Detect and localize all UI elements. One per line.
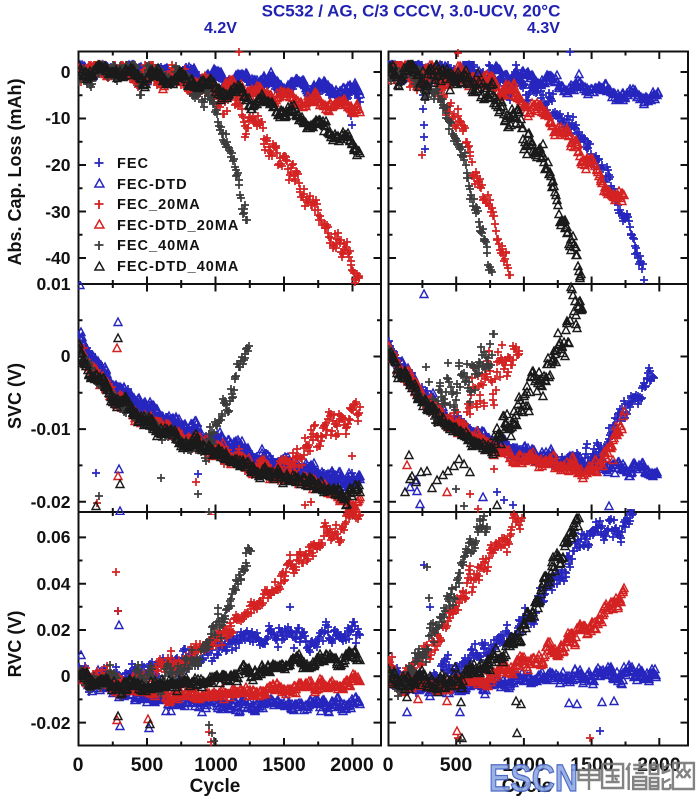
svg-text:FEC-DTD_20MA: FEC-DTD_20MA [117, 218, 239, 234]
svg-text:0: 0 [61, 62, 71, 82]
svg-text:0.04: 0.04 [36, 574, 70, 594]
svg-text:0.02: 0.02 [36, 620, 70, 640]
svg-text:1500: 1500 [262, 754, 306, 776]
svg-text:0: 0 [61, 666, 71, 686]
svg-text:FEC: FEC [117, 156, 149, 172]
svg-text:-20: -20 [45, 155, 71, 175]
svg-text:4.3V: 4.3V [527, 20, 560, 37]
svg-text:1000: 1000 [194, 754, 238, 776]
svg-text:2000: 2000 [330, 754, 374, 776]
svg-text:Cycle: Cycle [190, 776, 241, 797]
svg-text:500: 500 [440, 754, 473, 776]
svg-text:SVC (V): SVC (V) [5, 363, 25, 429]
svg-text:ESCN: ESCN [489, 758, 578, 800]
svg-text:Cycle: Cycle [502, 776, 553, 797]
svg-text:-10: -10 [45, 108, 71, 128]
svg-text:-30: -30 [45, 202, 71, 222]
svg-text:-0.02: -0.02 [31, 492, 71, 512]
svg-text:FEC_20MA: FEC_20MA [117, 197, 201, 213]
svg-text:RVC (V): RVC (V) [5, 611, 25, 678]
svg-text:0.06: 0.06 [36, 527, 70, 547]
svg-text:0: 0 [383, 754, 394, 776]
svg-text:FEC-DTD_40MA: FEC-DTD_40MA [117, 259, 239, 275]
svg-text:-40: -40 [45, 248, 71, 268]
svg-text:-0.01: -0.01 [31, 419, 71, 439]
svg-text:500: 500 [131, 754, 164, 776]
svg-text:0: 0 [61, 346, 71, 366]
svg-text:0: 0 [73, 754, 84, 776]
svg-text:0.01: 0.01 [36, 274, 70, 294]
svg-text:-0.02: -0.02 [31, 713, 71, 733]
svg-text:1000: 1000 [502, 754, 546, 776]
svg-text:Abs. Cap. Loss (mAh): Abs. Cap. Loss (mAh) [5, 78, 25, 265]
svg-text:SC532 / AG, C/3 CCCV, 3.0-UCV,: SC532 / AG, C/3 CCCV, 3.0-UCV, 20°C [262, 2, 561, 21]
svg-text:FEC-DTD: FEC-DTD [117, 177, 188, 193]
svg-text:FEC_40MA: FEC_40MA [117, 238, 201, 254]
svg-text:4.2V: 4.2V [204, 20, 237, 37]
